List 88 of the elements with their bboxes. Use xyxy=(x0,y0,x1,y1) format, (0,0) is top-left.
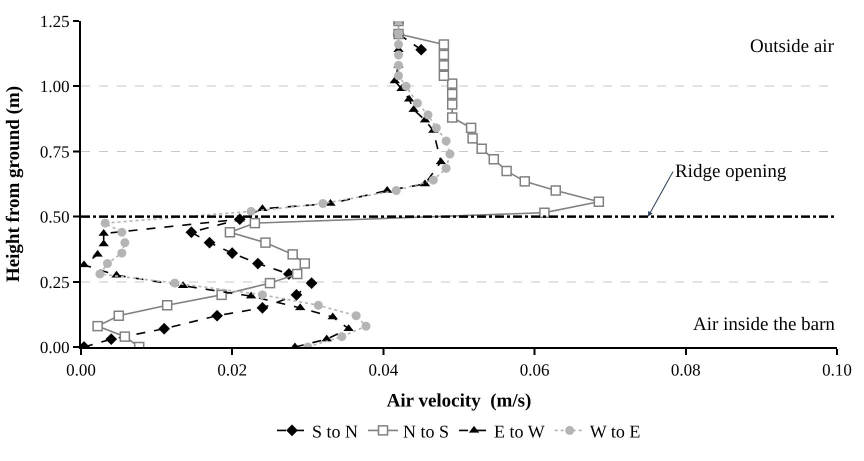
point xyxy=(438,50,450,60)
point xyxy=(170,278,180,288)
point xyxy=(394,50,404,60)
point xyxy=(114,310,124,321)
point xyxy=(292,268,302,280)
point xyxy=(295,303,306,310)
point xyxy=(314,300,323,310)
ref-line-label: Ridge opening xyxy=(675,161,787,182)
point xyxy=(162,300,172,311)
x-tick-label: 0.08 xyxy=(670,360,701,380)
point xyxy=(438,70,450,82)
point xyxy=(466,122,476,134)
point xyxy=(216,290,227,300)
point xyxy=(446,78,458,89)
point xyxy=(445,150,454,159)
point xyxy=(446,99,458,110)
point xyxy=(95,269,104,278)
point xyxy=(224,227,236,238)
point xyxy=(415,44,428,56)
point xyxy=(501,166,512,176)
point xyxy=(186,226,198,238)
point xyxy=(446,88,458,100)
point xyxy=(432,123,441,132)
point xyxy=(428,176,438,185)
point xyxy=(442,164,451,173)
point xyxy=(392,186,401,196)
point xyxy=(211,310,223,322)
x-axis-title: Air velocity (m/s) xyxy=(386,390,532,412)
point xyxy=(539,207,550,218)
point xyxy=(120,238,130,248)
y-tick-label: 0.00 xyxy=(40,338,70,357)
point xyxy=(226,247,238,259)
point xyxy=(442,136,451,146)
point xyxy=(252,258,264,270)
point xyxy=(412,98,422,108)
legend-label: N to S xyxy=(403,421,450,442)
point xyxy=(476,144,487,154)
point xyxy=(204,236,216,249)
point xyxy=(550,185,562,196)
point xyxy=(287,249,298,260)
point xyxy=(117,248,126,258)
point xyxy=(306,277,318,289)
point xyxy=(100,218,110,228)
y-tick-label: 0.75 xyxy=(40,142,70,162)
point xyxy=(467,133,478,144)
legend-label: S to N xyxy=(312,421,358,442)
x-tick-label: 0.06 xyxy=(520,360,550,380)
x-tick-label: 0.00 xyxy=(66,360,96,380)
legend-label: E to W xyxy=(494,421,545,442)
point xyxy=(120,331,130,342)
y-tick-label: 1.00 xyxy=(40,77,70,96)
legend-label: W to E xyxy=(590,421,640,442)
point xyxy=(318,199,328,208)
point xyxy=(438,60,450,71)
point xyxy=(352,311,361,320)
y-axis-title: Height from ground (m) xyxy=(3,86,24,282)
point xyxy=(394,71,404,80)
x-tick-label: 0.04 xyxy=(368,360,399,380)
point xyxy=(424,110,432,120)
point xyxy=(362,322,371,331)
point xyxy=(250,218,260,228)
point xyxy=(594,196,604,207)
point xyxy=(264,278,276,288)
point xyxy=(394,40,404,49)
point xyxy=(290,288,302,301)
point xyxy=(92,320,103,332)
point xyxy=(117,228,126,237)
point xyxy=(158,322,170,335)
point xyxy=(446,112,458,123)
point xyxy=(402,82,411,91)
point xyxy=(105,333,118,346)
point xyxy=(337,332,346,342)
y-tick-label: 1.25 xyxy=(40,12,70,31)
point xyxy=(488,154,500,164)
point xyxy=(246,206,256,216)
point xyxy=(438,39,450,50)
x-tick-label: 0.02 xyxy=(217,360,248,380)
point xyxy=(260,237,271,248)
point xyxy=(256,302,268,314)
annotation: Air inside the barn xyxy=(693,314,836,335)
point xyxy=(520,176,530,187)
point xyxy=(258,290,267,300)
y-tick-label: 0.50 xyxy=(40,208,70,227)
y-tick-label: 0.25 xyxy=(40,272,70,292)
point xyxy=(102,259,112,268)
annotation: Outside air xyxy=(750,36,835,57)
point xyxy=(300,258,310,269)
x-tick-label: 0.10 xyxy=(822,360,852,380)
